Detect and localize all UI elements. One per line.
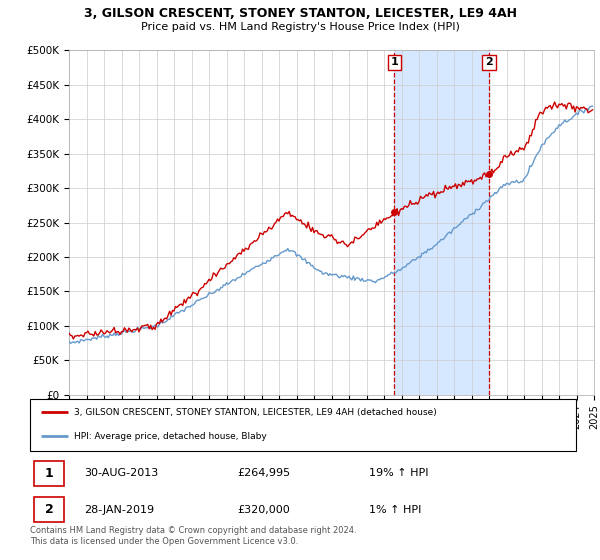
Text: 19% ↑ HPI: 19% ↑ HPI (368, 468, 428, 478)
Text: £264,995: £264,995 (238, 468, 290, 478)
Text: 28-JAN-2019: 28-JAN-2019 (85, 505, 155, 515)
Text: 2: 2 (485, 57, 493, 67)
FancyBboxPatch shape (34, 460, 64, 486)
Text: 3, GILSON CRESCENT, STONEY STANTON, LEICESTER, LE9 4AH: 3, GILSON CRESCENT, STONEY STANTON, LEIC… (83, 7, 517, 20)
Text: 1: 1 (391, 57, 398, 67)
Bar (394, 50, 489, 395)
Text: 1% ↑ HPI: 1% ↑ HPI (368, 505, 421, 515)
Text: 3, GILSON CRESCENT, STONEY STANTON, LEICESTER, LE9 4AH (detached house): 3, GILSON CRESCENT, STONEY STANTON, LEIC… (74, 408, 436, 417)
Text: £320,000: £320,000 (238, 505, 290, 515)
FancyBboxPatch shape (30, 399, 576, 451)
Text: Price paid vs. HM Land Registry's House Price Index (HPI): Price paid vs. HM Land Registry's House … (140, 22, 460, 32)
FancyBboxPatch shape (34, 497, 64, 522)
Text: 2: 2 (45, 503, 53, 516)
Text: Contains HM Land Registry data © Crown copyright and database right 2024.
This d: Contains HM Land Registry data © Crown c… (30, 526, 356, 546)
Text: 1: 1 (45, 466, 53, 480)
Text: 30-AUG-2013: 30-AUG-2013 (85, 468, 159, 478)
Text: HPI: Average price, detached house, Blaby: HPI: Average price, detached house, Blab… (74, 432, 266, 441)
